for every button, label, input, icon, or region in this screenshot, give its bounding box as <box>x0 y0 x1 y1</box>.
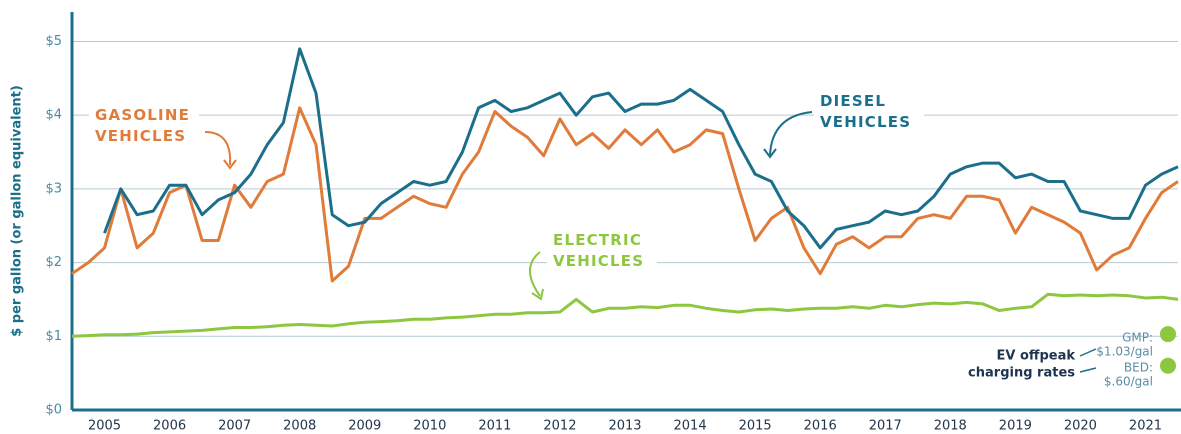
rate-label: $1.03/gal <box>1096 345 1153 359</box>
x-tick-label: 2009 <box>348 419 381 434</box>
x-tick-label: 2013 <box>608 419 641 434</box>
rate-label: $.60/gal <box>1104 375 1153 389</box>
label-bg <box>547 228 657 272</box>
arrow <box>529 251 541 297</box>
x-tick-label: 2018 <box>934 419 967 434</box>
grid: $0 $1 $2 $3 $4 $5 2005 2006 2007 2008 2009 2010 2011… <box>45 12 1181 434</box>
y-tick-label: $2 <box>45 255 62 270</box>
series-line <box>103 47 1179 250</box>
arrow <box>769 111 813 156</box>
connector <box>1079 367 1097 373</box>
x-tick-label: 2015 <box>739 419 772 434</box>
x-tick-label: 2016 <box>804 419 837 434</box>
y-tick-label: $3 <box>45 181 62 196</box>
x-tick-label: 2014 <box>674 419 707 434</box>
series-line <box>71 292 1179 338</box>
x-tick-label: 2017 <box>869 419 902 434</box>
x-tick-label: 2019 <box>999 419 1032 434</box>
rate-dot <box>1160 357 1176 374</box>
x-tick-label: 2020 <box>1064 419 1097 434</box>
rate-label: GMP: <box>1122 331 1153 345</box>
series-label-text: GASOLINE VEHICLES <box>95 106 190 145</box>
x-tick-label: 2007 <box>218 419 251 434</box>
label-bg <box>89 103 199 147</box>
x-tick-label: 2005 <box>88 419 121 434</box>
series-label: DIESEL VEHICLES <box>814 89 924 133</box>
series-line <box>71 106 1179 283</box>
y-tick-label: $0 <box>45 403 62 418</box>
connector <box>1079 348 1097 357</box>
y-tick-label: $4 <box>45 108 62 123</box>
arrow-head <box>223 159 237 170</box>
arrow-head <box>531 288 544 301</box>
y-axis-label: $ per gallon (or gallon equivalent) <box>10 85 25 337</box>
y-tick-label: $1 <box>45 329 62 344</box>
x-tick-label: 2008 <box>283 419 316 434</box>
arrow-head <box>763 148 777 159</box>
rate-label: BED: <box>1124 361 1153 375</box>
rates-title: EV offpeak <box>997 349 1076 364</box>
y-tick-label: $5 <box>45 34 62 49</box>
label-bg <box>814 89 924 133</box>
x-tick-label: 2012 <box>543 419 576 434</box>
series-label: GASOLINE VEHICLES <box>89 103 199 147</box>
lines <box>71 47 1179 338</box>
rate-dot <box>1160 326 1176 343</box>
x-tick-label: 2006 <box>153 419 186 434</box>
rates-title: charging rates <box>968 366 1075 381</box>
arrow <box>204 131 232 166</box>
annotations: GASOLINE VEHICLES DIESEL VEHICLES ELECTRIC VE… <box>89 89 1176 389</box>
x-tick-label: 2010 <box>413 419 446 434</box>
series-label: ELECTRIC VEHICLES <box>547 228 657 272</box>
series-label-text: ELECTRIC VEHICLES <box>553 231 644 270</box>
series-label-text: DIESEL VEHICLES <box>820 92 911 131</box>
x-tick-label: 2011 <box>478 419 511 434</box>
x-tick-label: 2021 <box>1129 419 1162 434</box>
